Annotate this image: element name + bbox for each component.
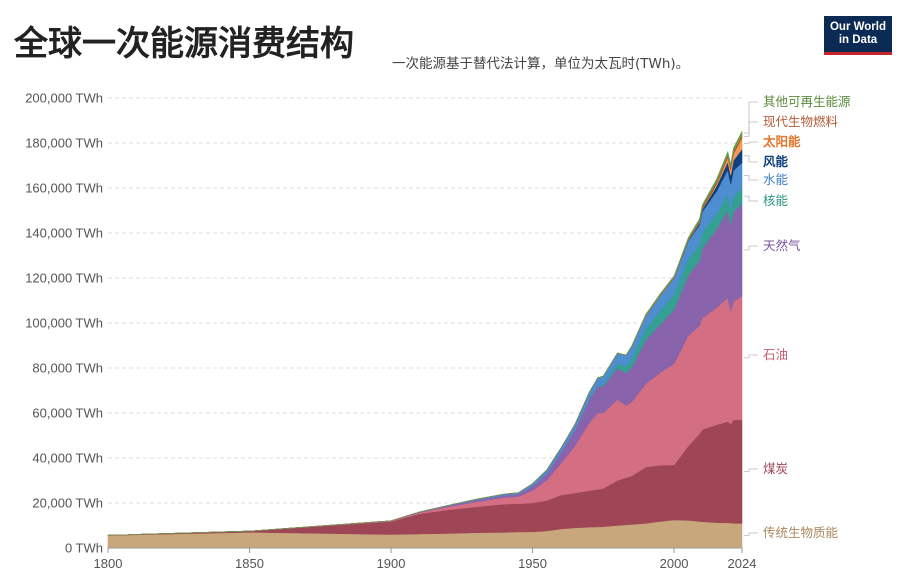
x-tick-label: 1950 (518, 556, 547, 570)
x-tick-label: 2024 (728, 556, 757, 570)
logo-line-2: in Data (838, 34, 878, 46)
x-tick-label: 1800 (94, 556, 123, 570)
series-label[interactable]: 水能 (763, 172, 789, 187)
y-tick-label: 20,000 TWh (32, 496, 103, 511)
label-connector (744, 141, 758, 144)
label-connector (744, 101, 758, 134)
label-connector (744, 468, 758, 472)
owid-logo[interactable]: Our World in Data (824, 16, 892, 55)
y-tick-label: 0 TWh (65, 541, 103, 556)
y-tick-label: 200,000 TWh (25, 91, 103, 106)
logo-line-1: Our World (829, 21, 886, 33)
series-label[interactable]: 煤炭 (763, 461, 788, 476)
label-connector (744, 354, 758, 359)
y-tick-label: 120,000 TWh (25, 271, 103, 286)
area-layers (107, 131, 743, 549)
y-tick-label: 160,000 TWh (25, 181, 103, 196)
series-label[interactable]: 石油 (763, 347, 788, 362)
series-label[interactable]: 传统生物质能 (763, 525, 839, 540)
label-connector (744, 532, 758, 536)
y-tick-label: 140,000 TWh (25, 226, 103, 241)
series-label[interactable]: 太阳能 (763, 134, 801, 149)
x-tick-label: 2000 (660, 556, 689, 570)
chart-subtitle: 一次能源基于替代法计算，单位为太瓦时(TWh)。 (392, 56, 690, 72)
label-connector (744, 195, 758, 202)
x-axis: 1800 1850 1900 1950 2000 2024 (94, 547, 757, 570)
label-connector (744, 245, 758, 251)
label-connector (744, 121, 758, 137)
series-label[interactable]: 风能 (763, 154, 789, 169)
series-label[interactable]: 其他可再生能源 (763, 94, 851, 109)
series-label[interactable]: 天然气 (763, 238, 801, 253)
x-tick-label: 1850 (235, 556, 264, 570)
label-connector (744, 175, 758, 181)
y-tick-label: 40,000 TWh (32, 451, 103, 466)
x-tick-label: 1900 (377, 556, 406, 570)
chart-title: 全球一次能源消费结构 (14, 24, 354, 64)
y-tick-label: 100,000 TWh (25, 316, 103, 331)
area-10[interactable] (107, 131, 743, 536)
y-tick-label: 180,000 TWh (25, 136, 103, 151)
series-label[interactable]: 现代生物燃料 (763, 114, 839, 129)
label-connector (744, 155, 758, 163)
series-label[interactable]: 核能 (763, 193, 789, 208)
y-axis: 0 TWh 20,000 TWh 40,000 TWh 60,000 TWh 80,00… (25, 91, 103, 556)
y-tick-label: 80,000 TWh (32, 361, 103, 376)
y-tick-label: 60,000 TWh (32, 406, 103, 421)
